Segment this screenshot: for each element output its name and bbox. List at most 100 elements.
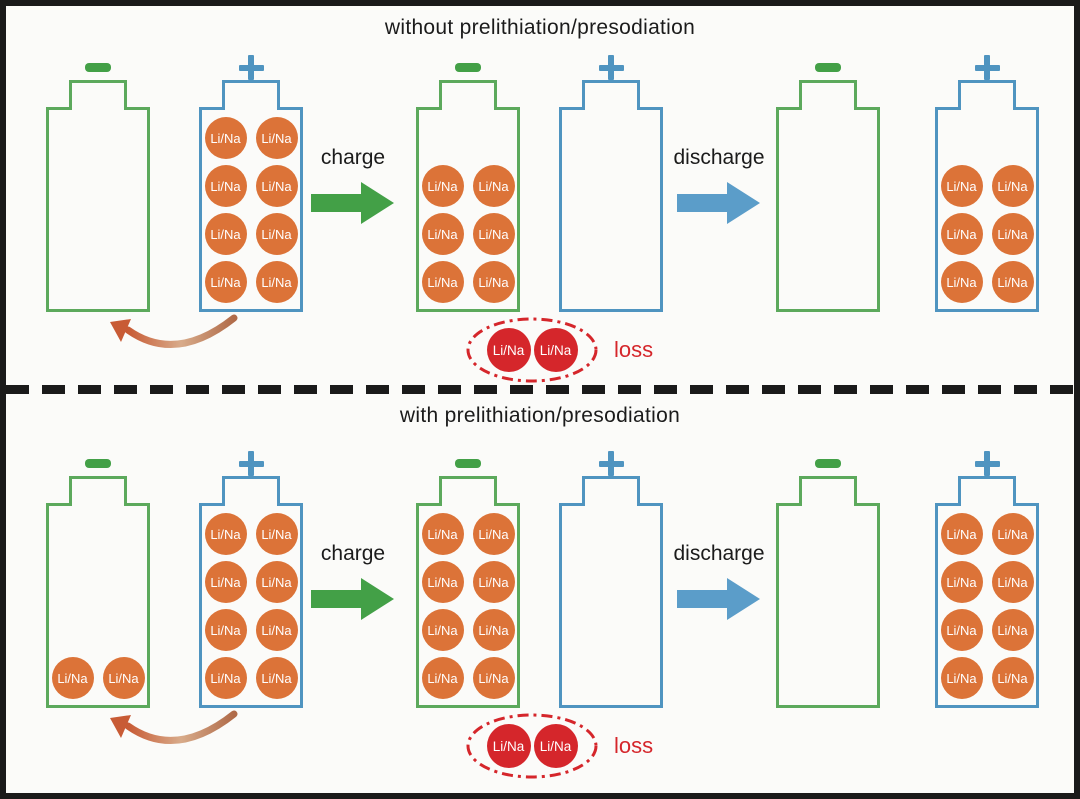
battery-body: Li/Na Li/Na Li/Na Li/Na Li/Na Li/Na	[416, 107, 520, 312]
minus-terminal-icon	[85, 459, 111, 468]
ion-label: Li/Na	[427, 574, 458, 590]
ion-label: Li/Na	[261, 670, 292, 686]
charge-flow: charge	[287, 542, 419, 622]
ion-label: Li/Na	[478, 622, 509, 638]
ion-label: Li/Na	[210, 274, 241, 290]
ion-label: Li/Na	[539, 342, 572, 358]
dashed-divider	[6, 385, 1074, 394]
battery-terminal-bump	[222, 80, 280, 110]
ion-label: Li/Na	[427, 178, 458, 194]
loss-label: loss	[614, 337, 654, 362]
panel-without-prelithiation: without prelithiation/presodiation Li/Na…	[6, 6, 1074, 385]
ion-circle: Li/Na	[940, 561, 983, 603]
battery-anode-initial: Li/Na Li/Na	[46, 451, 150, 708]
ion-circle: Li/Na	[472, 213, 515, 255]
ion-label: Li/Na	[492, 342, 525, 358]
lost-ion-circle: Li/Na	[486, 328, 531, 372]
ion-label: Li/Na	[210, 526, 241, 542]
battery-cathode-initial: Li/Na Li/Na Li/Na Li/Na Li/Na Li/Na Li/Na Li/Na	[199, 451, 303, 708]
ion-circle: Li/Na	[204, 513, 247, 555]
battery-body: Li/Na Li/Na Li/Na Li/Na Li/Na Li/Na Li/Na Li/Na	[935, 503, 1039, 708]
ion-label: Li/Na	[261, 178, 292, 194]
ion-label: Li/Na	[57, 670, 88, 686]
ion-circle: Li/Na	[991, 261, 1034, 303]
charge-arrow-icon	[311, 578, 394, 620]
ion-label: Li/Na	[478, 526, 509, 542]
ion-circle: Li/Na	[204, 609, 247, 651]
minus-terminal-icon	[815, 63, 841, 72]
ion-circle: Li/Na	[255, 657, 298, 699]
ion-circle: Li/Na	[940, 609, 983, 651]
battery-body	[559, 503, 663, 708]
battery-body	[776, 107, 880, 312]
ion-label: Li/Na	[478, 574, 509, 590]
discharge-flow: discharge	[653, 542, 785, 622]
battery-cathode-discharged: Li/Na Li/Na Li/Na Li/Na Li/Na Li/Na	[935, 55, 1039, 312]
ion-label: Li/Na	[210, 178, 241, 194]
ion-label: Li/Na	[261, 574, 292, 590]
ion-circle: Li/Na	[421, 561, 464, 603]
ion-label: Li/Na	[997, 526, 1028, 542]
ion-label: Li/Na	[427, 622, 458, 638]
plus-terminal-icon	[974, 451, 1000, 476]
ion-circle: Li/Na	[991, 609, 1034, 651]
ion-label: Li/Na	[946, 178, 977, 194]
ion-circle: Li/Na	[204, 657, 247, 699]
plus-terminal-icon	[238, 55, 264, 80]
ion-circle: Li/Na	[102, 657, 145, 699]
ion-circle: Li/Na	[940, 165, 983, 207]
ion-label: Li/Na	[478, 670, 509, 686]
minus-terminal-icon	[455, 459, 481, 468]
battery-body: Li/Na Li/Na Li/Na Li/Na Li/Na Li/Na	[935, 107, 1039, 312]
panel-title: without prelithiation/presodiation	[384, 16, 696, 39]
ion-label: Li/Na	[261, 226, 292, 242]
charge-flow: charge	[287, 146, 419, 226]
plus-terminal-icon	[238, 451, 264, 476]
minus-terminal-icon	[455, 63, 481, 72]
ion-label: Li/Na	[427, 526, 458, 542]
battery-anode-charged: Li/Na Li/Na Li/Na Li/Na Li/Na Li/Na Li/Na Li/Na	[416, 451, 520, 708]
charge-arrow-icon	[311, 182, 394, 224]
ion-circle: Li/Na	[940, 513, 983, 555]
ion-circle: Li/Na	[204, 117, 247, 159]
battery-cathode-discharged: Li/Na Li/Na Li/Na Li/Na Li/Na Li/Na Li/Na Li/Na	[935, 451, 1039, 708]
ion-circle: Li/Na	[421, 261, 464, 303]
ion-circle: Li/Na	[255, 609, 298, 651]
ion-label: Li/Na	[946, 622, 977, 638]
battery-terminal-bump	[439, 80, 497, 110]
panel-canvas: Li/Na Li/Na Li/Na Li/Na Li/Na Li/Na Li/Na Li/Na…	[6, 402, 1074, 793]
ion-circle: Li/Na	[204, 165, 247, 207]
ion-label: Li/Na	[539, 738, 572, 754]
ion-circle: Li/Na	[472, 513, 515, 555]
loss-callout: Li/Na Li/Na loss	[464, 316, 653, 384]
ion-label: Li/Na	[210, 574, 241, 590]
ion-circle: Li/Na	[940, 261, 983, 303]
ion-circle: Li/Na	[204, 561, 247, 603]
battery-terminal-bump	[958, 80, 1016, 110]
loss-ellipse-icon	[466, 317, 598, 383]
ion-label: Li/Na	[492, 738, 525, 754]
ion-label: Li/Na	[427, 670, 458, 686]
ion-circle: Li/Na	[991, 513, 1034, 555]
ion-label: Li/Na	[997, 574, 1028, 590]
ion-label: Li/Na	[210, 130, 241, 146]
ion-circle: Li/Na	[255, 513, 298, 555]
ion-label: Li/Na	[997, 622, 1028, 638]
battery-anode-charged: Li/Na Li/Na Li/Na Li/Na Li/Na Li/Na	[416, 55, 520, 312]
battery-anode-discharged	[776, 55, 880, 312]
battery-terminal-bump	[799, 476, 857, 506]
ion-transfer-arrow-icon	[110, 314, 238, 348]
ion-circle: Li/Na	[991, 561, 1034, 603]
panel-with-prelithiation: with prelithiation/presodiation Li/Na Li/…	[6, 394, 1074, 793]
ion-label: Li/Na	[261, 526, 292, 542]
ion-label: Li/Na	[997, 274, 1028, 290]
battery-body	[46, 107, 150, 312]
ion-label: Li/Na	[261, 622, 292, 638]
battery-anode-initial	[46, 55, 150, 312]
battery-body	[559, 107, 663, 312]
minus-terminal-icon	[815, 459, 841, 468]
ion-circle: Li/Na	[991, 165, 1034, 207]
battery-terminal-bump	[69, 476, 127, 506]
ion-transfer-arrow-icon	[110, 710, 238, 744]
ion-label: Li/Na	[997, 670, 1028, 686]
